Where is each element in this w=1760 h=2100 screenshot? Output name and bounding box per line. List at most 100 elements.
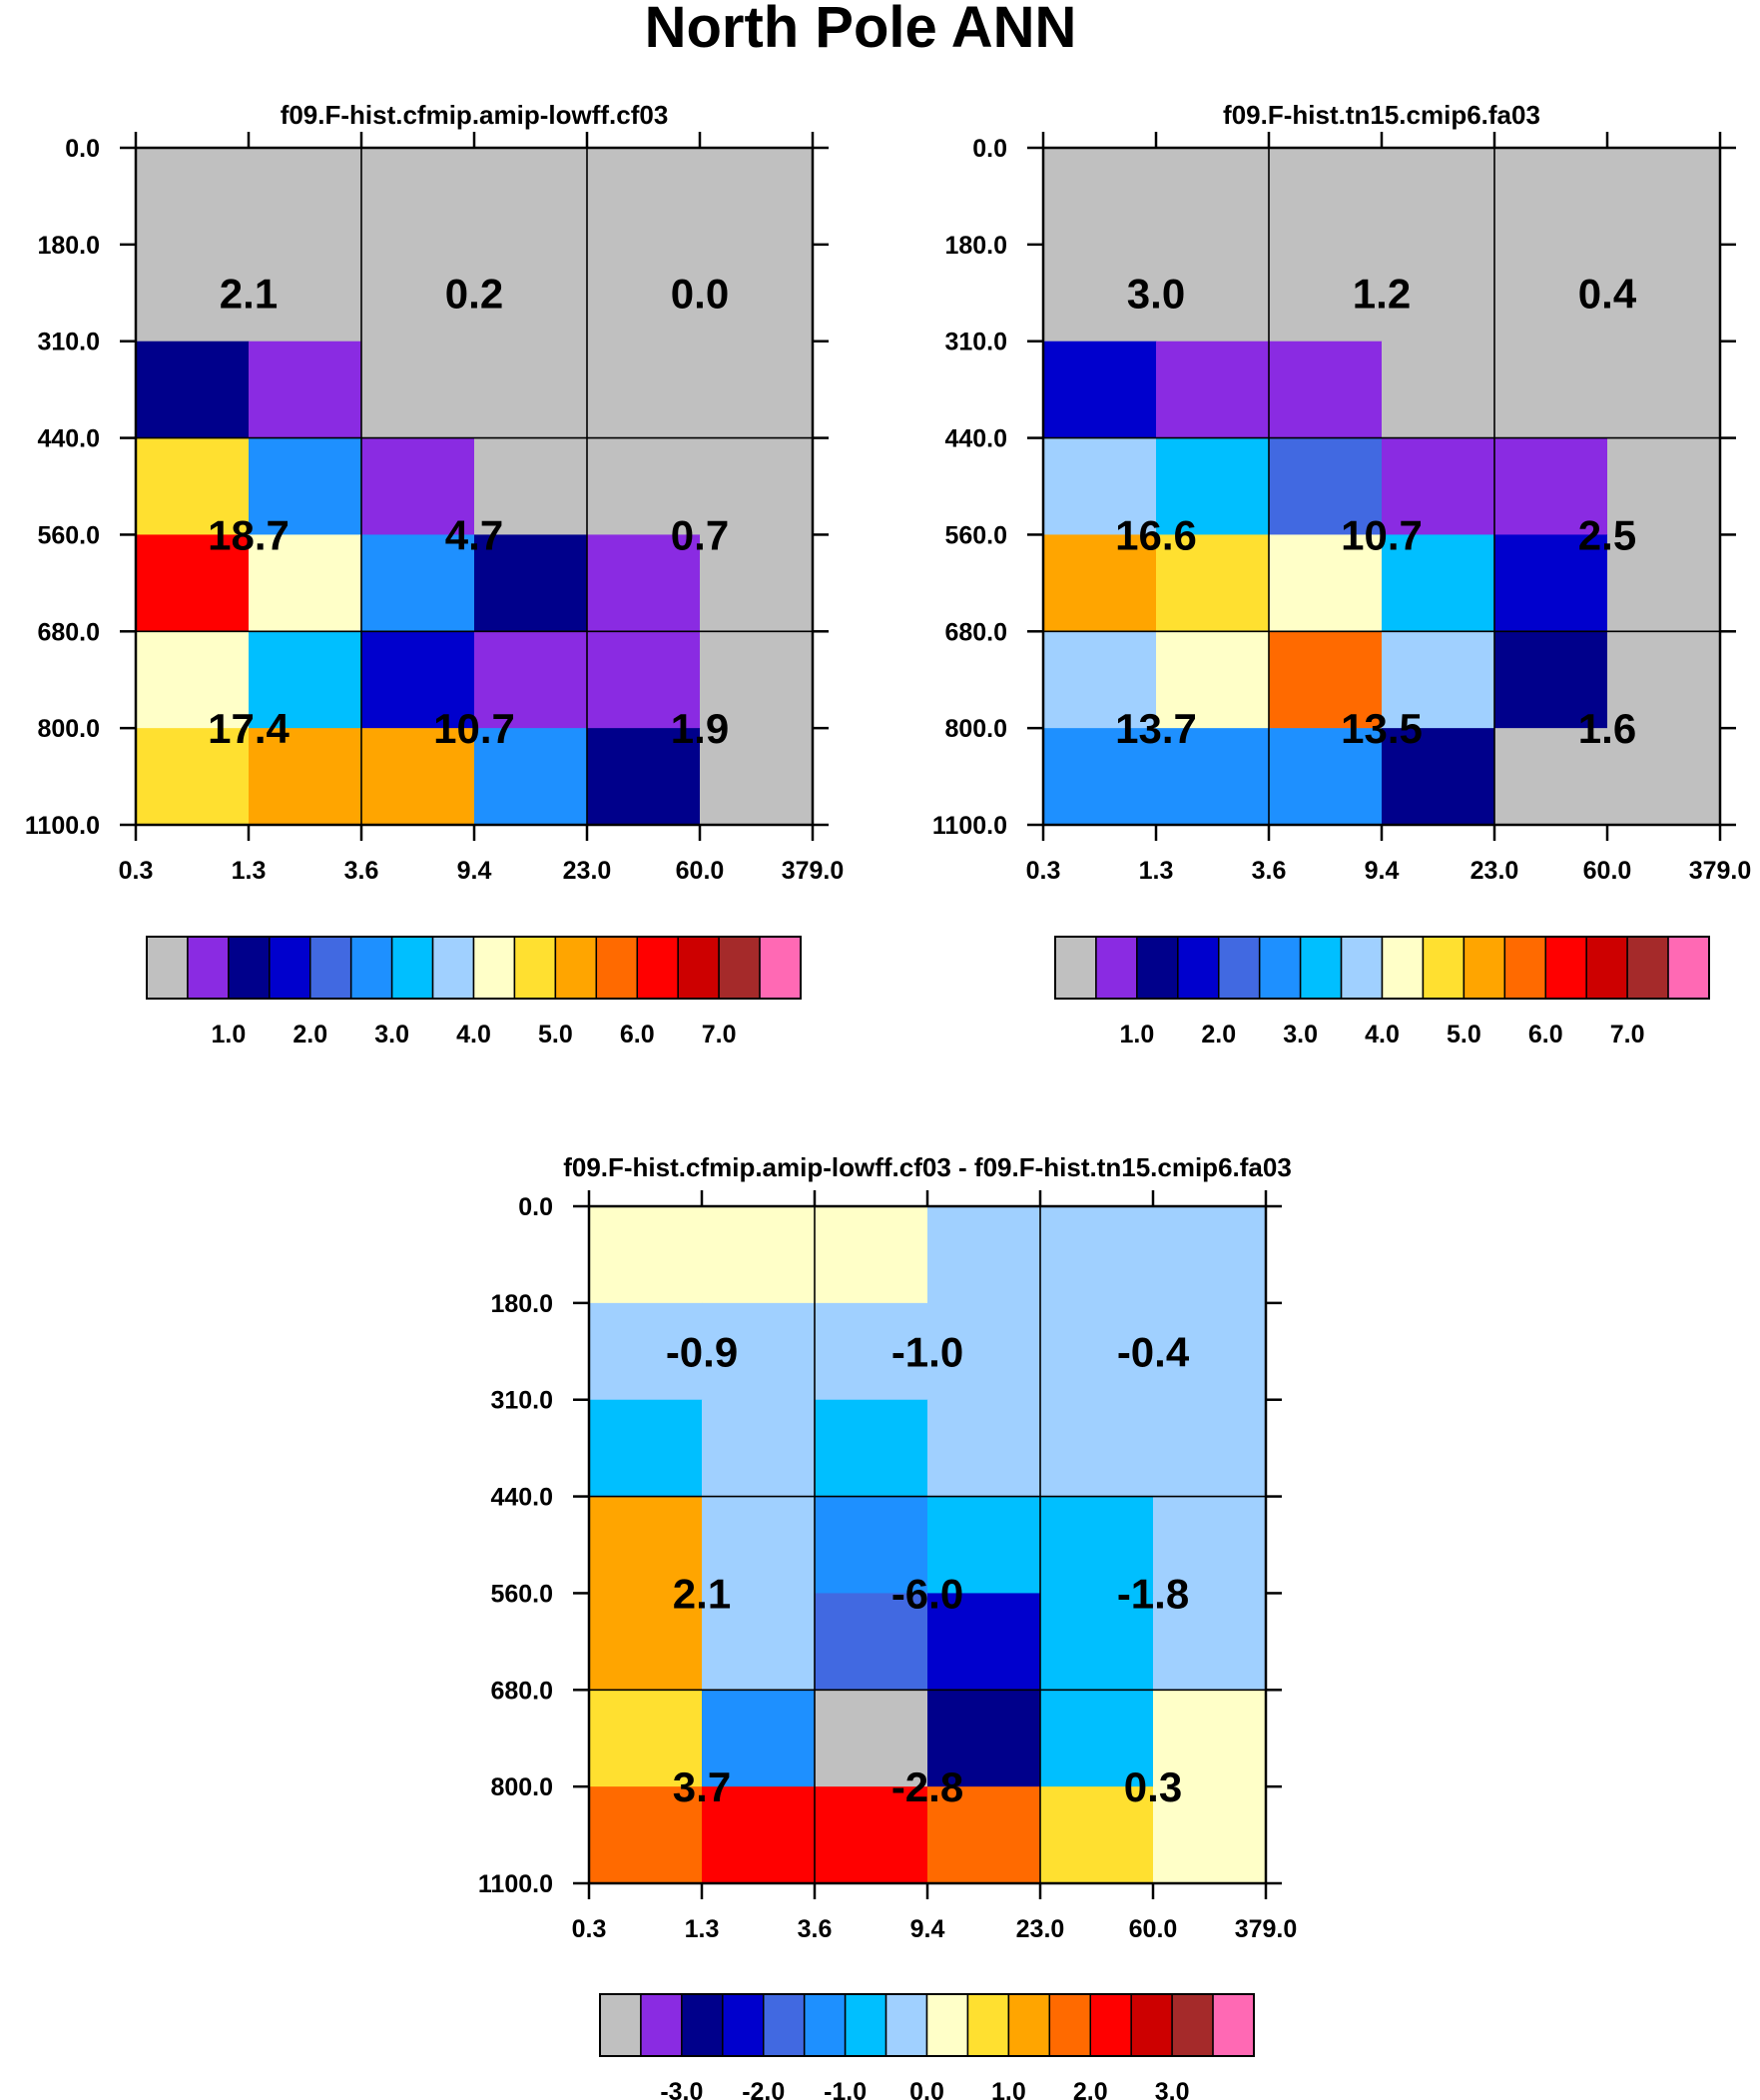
heatmap-cell [1153,1786,1267,1884]
colorbar-swatch [269,936,311,1000]
heatmap-cell [1607,534,1721,632]
colorbar-label: 6.0 [1528,1021,1563,1049]
x-tick-label: 0.3 [119,857,154,885]
heatmap-cell [1153,1206,1267,1304]
colorbar-swatch [1463,936,1506,1000]
colorbar-swatch [966,1993,1010,2057]
heatmap-cell [1043,341,1157,439]
box-value-label: 13.7 [1115,705,1197,752]
box-value-label: 3.7 [673,1763,731,1810]
colorbar-swatch [884,1993,928,2057]
heatmap-cell [587,148,701,246]
heatmap-cell [1156,437,1270,536]
heatmap-cell [1040,1690,1154,1787]
y-tick-label: 180.0 [944,232,1007,260]
y-tick-label: 440.0 [944,425,1007,453]
heatmap-cell [136,437,250,536]
colorbar-swatch [390,936,434,1000]
colorbar-label: 5.0 [1447,1021,1481,1049]
colorbar-label: 1.0 [1119,1021,1154,1049]
heatmap-cell [927,1206,1041,1304]
colorbar-swatch [513,936,557,1000]
heatmap-cell [1153,1496,1267,1595]
box-value-label: 0.7 [671,511,729,558]
heatmap-cell [361,728,475,826]
heatmap-cell [361,437,475,536]
heatmap-cell [589,1399,703,1498]
heatmap-cell [1153,1399,1267,1498]
colorbar-label: 0.0 [909,2078,944,2100]
heatmap-cell [702,1302,816,1401]
colorbar-swatch [1258,936,1302,1000]
x-tick-label: 3.6 [344,857,379,885]
colorbar-swatch [1136,936,1179,1000]
heatmap-cell [815,1399,928,1498]
heatmap-cell [361,534,475,632]
y-tick-label: 1100.0 [932,812,1007,840]
colorbar-swatch [718,936,761,1000]
colorbar [599,1993,1255,2057]
box-value-label: 3.0 [1127,270,1185,317]
colorbar-swatch [599,1993,642,2057]
x-tick-label: 3.6 [1252,857,1287,885]
heatmap-cell [1043,534,1157,632]
ticks [573,1190,1282,1899]
heatmap-cell [1043,244,1157,343]
colorbar-swatch [925,1993,969,2057]
colorbar-swatch [1422,936,1466,1000]
colorbar-label: 2.0 [293,1021,327,1049]
heatmap-cell [589,1302,703,1401]
colorbar-swatch [803,1993,847,2057]
heatmap-cell [249,728,362,826]
heatmap-cell [1607,244,1721,343]
x-tick-label: 60.0 [676,857,725,885]
heatmap-cell [249,437,362,536]
heatmap-cell [1269,728,1383,826]
box-value-label: -6.0 [891,1570,963,1617]
x-tick-label: 9.4 [1365,857,1400,885]
x-tick-label: 23.0 [1470,857,1519,885]
box-value-label: 2.5 [1578,511,1636,558]
heatmap-cell [815,1302,928,1401]
x-tick-label: 23.0 [563,857,612,885]
heatmap-cell [361,341,475,439]
colorbar-label: 3.0 [1283,1021,1318,1049]
heatmap-cell [927,1399,1041,1498]
colorbar-swatch [640,1993,683,2057]
colorbar-swatch [1626,936,1669,1000]
main-title: North Pole ANN [645,0,1077,60]
colorbar-swatch [759,936,802,1000]
x-tick-label: 23.0 [1016,1915,1065,1943]
heatmap-cell [700,437,814,536]
colorbar-swatch [1667,936,1710,1000]
heatmap-cell [587,534,701,632]
heatmap-cell [249,534,362,632]
heatmap-cell [136,728,250,826]
heatmap-cell [587,728,701,826]
colorbar-swatch [349,936,393,1000]
y-tick-label: 1100.0 [478,1870,553,1898]
y-tick-label: 560.0 [944,521,1007,549]
colorbar-swatch [1095,936,1138,1000]
heatmap-cell [589,1496,703,1595]
heatmap-cell [136,244,250,343]
box-value-label: 1.2 [1353,270,1411,317]
colorbar-label: 5.0 [538,1021,573,1049]
heatmap-cell [700,148,814,246]
colorbar-swatch [309,936,352,1000]
heatmap-cell [700,728,814,826]
heatmap-cell [702,1206,816,1304]
panel-title: f09.F-hist.cfmip.amip-lowff.cf03 - f09.F… [563,1152,1292,1182]
heatmap-cell [361,244,475,343]
heatmap-cell [1043,631,1157,729]
box-value-label: 1.6 [1578,705,1636,752]
heatmap-cell [1153,1690,1267,1787]
colorbar-label: 4.0 [456,1021,491,1049]
panel-model-a: f09.F-hist.cfmip.amip-lowff.cf03 0.0 180.… [25,100,844,1049]
heatmap-cells [1043,148,1721,826]
box-value-label: -0.9 [666,1328,738,1375]
colorbar [146,936,802,1000]
x-tick-label: 3.6 [798,1915,833,1943]
colorbar-swatch [146,936,189,1000]
colorbar-swatch [431,936,475,1000]
